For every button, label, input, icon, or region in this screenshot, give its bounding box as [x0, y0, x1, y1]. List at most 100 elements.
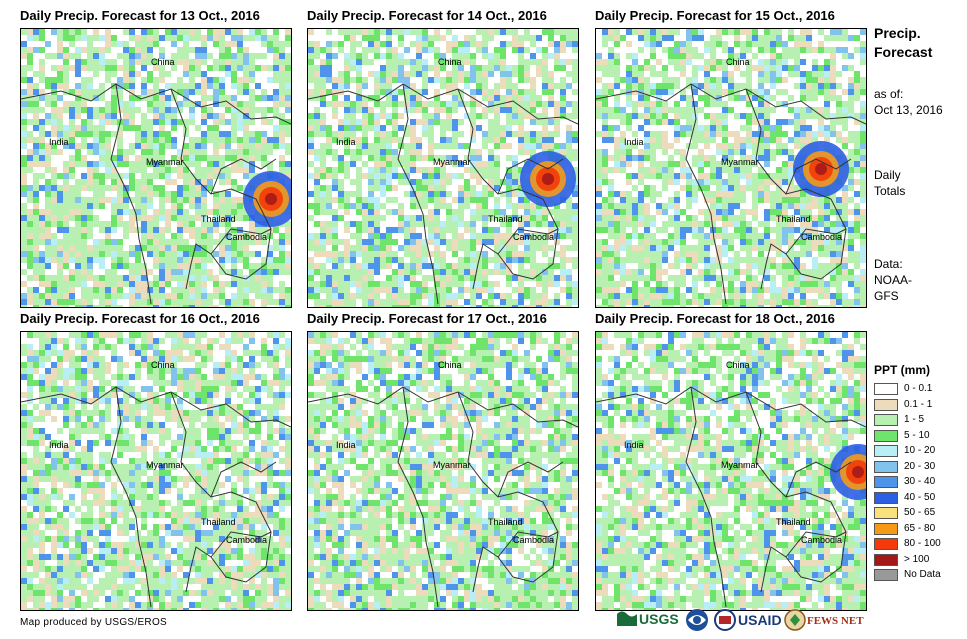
legend-swatch — [874, 460, 898, 473]
asof-block: as of: Oct 13, 2016 — [874, 86, 943, 118]
precip-map: China India Myanmar Thailand Cambodia — [595, 331, 867, 611]
asof-label: as of: — [874, 87, 904, 101]
legend-label: 5 - 10 — [904, 429, 930, 441]
map-label-thailand: Thailand — [201, 517, 236, 527]
fewsnet-logo: FEWS NET — [784, 609, 864, 631]
map-label-cambodia: Cambodia — [226, 535, 268, 545]
map-label-thailand: Thailand — [776, 214, 811, 224]
precip-cells — [596, 332, 866, 610]
legend-label: 40 - 50 — [904, 491, 936, 503]
panel-title: Daily Precip. Forecast for 15 Oct., 2016 — [595, 8, 835, 23]
legend-label: 0 - 0.1 — [904, 383, 933, 394]
legend-row: 65 - 80 — [874, 522, 964, 536]
daily-totals-block: Daily Totals — [874, 167, 905, 199]
sidebar-title-line2: Forecast — [874, 44, 933, 60]
country-borders — [21, 83, 291, 305]
data-source-block: Data: NOAA- GFS — [874, 256, 912, 304]
legend-swatch — [874, 429, 898, 442]
country-borders — [308, 386, 578, 608]
legend-row: > 100 — [874, 553, 964, 567]
data-source-line1: Data: — [874, 257, 903, 271]
map-label-cambodia: Cambodia — [226, 232, 268, 242]
map-label-india: India — [49, 137, 69, 147]
panel-title: Daily Precip. Forecast for 16 Oct., 2016 — [20, 311, 260, 326]
legend-swatch — [874, 522, 898, 535]
legend-row: 0.1 - 1 — [874, 398, 964, 412]
legend-row: 50 - 65 — [874, 507, 964, 520]
legend-label: > 100 — [904, 553, 930, 565]
legend-label: 0.1 - 1 — [904, 398, 933, 410]
noaa-logo — [686, 609, 708, 631]
map-label-cambodia: Cambodia — [801, 232, 843, 242]
panel-title: Daily Precip. Forecast for 18 Oct., 2016 — [595, 311, 835, 326]
legend-label: 1 - 5 — [904, 414, 925, 425]
legend-swatch — [874, 414, 898, 426]
legend-swatch — [874, 569, 898, 581]
legend-row: 1 - 5 — [874, 414, 964, 427]
legend-row: 5 - 10 — [874, 429, 964, 443]
map-label-india: India — [624, 137, 644, 147]
map-label-myanmar: Myanmar — [433, 157, 471, 167]
country-borders — [308, 83, 578, 305]
legend-label: 80 - 100 — [904, 538, 941, 549]
map-label-thailand: Thailand — [776, 517, 811, 527]
map-label-china: China — [151, 57, 175, 67]
precip-cells — [21, 29, 291, 307]
data-source-line2: NOAA- — [874, 273, 913, 287]
legend-label: 20 - 30 — [904, 460, 936, 472]
country-borders — [596, 83, 866, 305]
legend-swatch — [874, 491, 898, 504]
logo-strip: USGS USAID FEWS NET — [617, 609, 864, 631]
heavy-rain-cluster — [830, 444, 866, 500]
legend-label: No Data — [904, 569, 941, 580]
legend-label: 50 - 65 — [904, 507, 936, 518]
country-borders — [596, 386, 866, 608]
map-label-cambodia: Cambodia — [801, 535, 843, 545]
legend-swatch — [874, 398, 898, 411]
map-credit: Map produced by USGS/EROS — [20, 617, 168, 628]
legend-row: 30 - 40 — [874, 476, 964, 489]
sidebar-title: Precip. Forecast — [874, 24, 932, 62]
heavy-rain-cluster — [243, 171, 291, 227]
legend-row: 10 - 20 — [874, 445, 964, 458]
asof-date: Oct 13, 2016 — [874, 103, 943, 117]
legend-swatch — [874, 445, 898, 457]
data-source-line3: GFS — [874, 289, 899, 303]
map-label-china: China — [438, 57, 462, 67]
panel-title: Daily Precip. Forecast for 14 Oct., 2016 — [307, 8, 547, 23]
legend-label: 65 - 80 — [904, 522, 936, 534]
map-label-thailand: Thailand — [488, 214, 523, 224]
map-label-thailand: Thailand — [488, 517, 523, 527]
map-label-myanmar: Myanmar — [721, 460, 759, 470]
map-label-cambodia: Cambodia — [513, 232, 555, 242]
legend-title: PPT (mm) — [874, 363, 931, 377]
usaid-logo: USAID — [714, 609, 782, 631]
heavy-rain-cluster — [793, 141, 849, 197]
country-borders — [21, 386, 291, 608]
map-label-myanmar: Myanmar — [146, 157, 184, 167]
precip-cells — [308, 29, 578, 307]
legend-row: 20 - 30 — [874, 460, 964, 474]
map-label-myanmar: Myanmar — [433, 460, 471, 470]
legend-row: 40 - 50 — [874, 491, 964, 505]
map-label-india: India — [336, 440, 356, 450]
map-label-china: China — [726, 57, 750, 67]
legend-swatch — [874, 383, 898, 395]
fewsnet-logo-text: FEWS NET — [807, 615, 864, 627]
map-label-myanmar: Myanmar — [146, 460, 184, 470]
legend-label: 10 - 20 — [904, 445, 936, 456]
precip-cells — [21, 332, 291, 610]
map-label-india: India — [336, 137, 356, 147]
map-label-india: India — [624, 440, 644, 450]
precip-map: China India Myanmar Thailand Cambodia — [595, 28, 867, 308]
agency-logos: USGS USAID FEWS NET — [615, 606, 865, 634]
usgs-logo: USGS — [617, 611, 679, 627]
precip-map: China India Myanmar Thailand Cambodia — [20, 28, 292, 308]
map-label-china: China — [438, 360, 462, 370]
precip-map: China India Myanmar Thailand Cambodia — [307, 28, 579, 308]
map-label-china: China — [151, 360, 175, 370]
legend-row: 80 - 100 — [874, 538, 964, 551]
map-label-cambodia: Cambodia — [513, 535, 555, 545]
panel-title: Daily Precip. Forecast for 17 Oct., 2016 — [307, 311, 547, 326]
heavy-rain-cluster — [520, 151, 576, 207]
